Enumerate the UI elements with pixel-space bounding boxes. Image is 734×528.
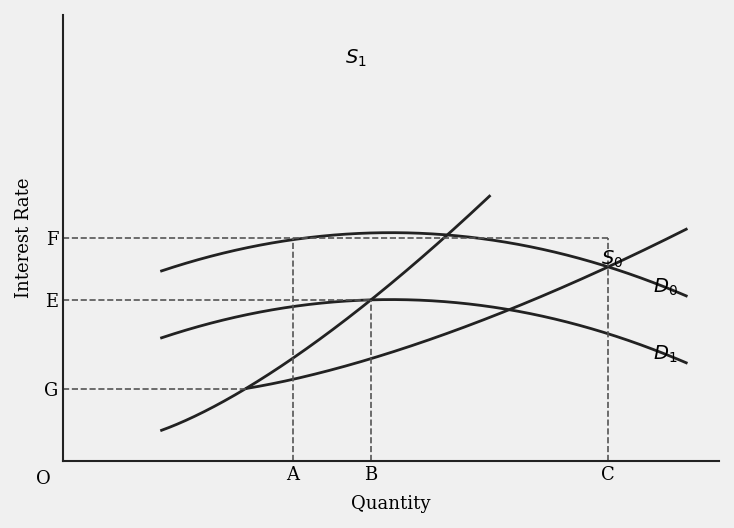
Text: $D_1$: $D_1$ xyxy=(653,343,677,365)
X-axis label: Quantity: Quantity xyxy=(352,495,431,513)
Y-axis label: Interest Rate: Interest Rate xyxy=(15,178,33,298)
Text: $S_0$: $S_0$ xyxy=(601,249,623,270)
Text: $D_0$: $D_0$ xyxy=(653,277,678,298)
Text: O: O xyxy=(36,470,51,488)
Text: $S_1$: $S_1$ xyxy=(345,47,367,69)
